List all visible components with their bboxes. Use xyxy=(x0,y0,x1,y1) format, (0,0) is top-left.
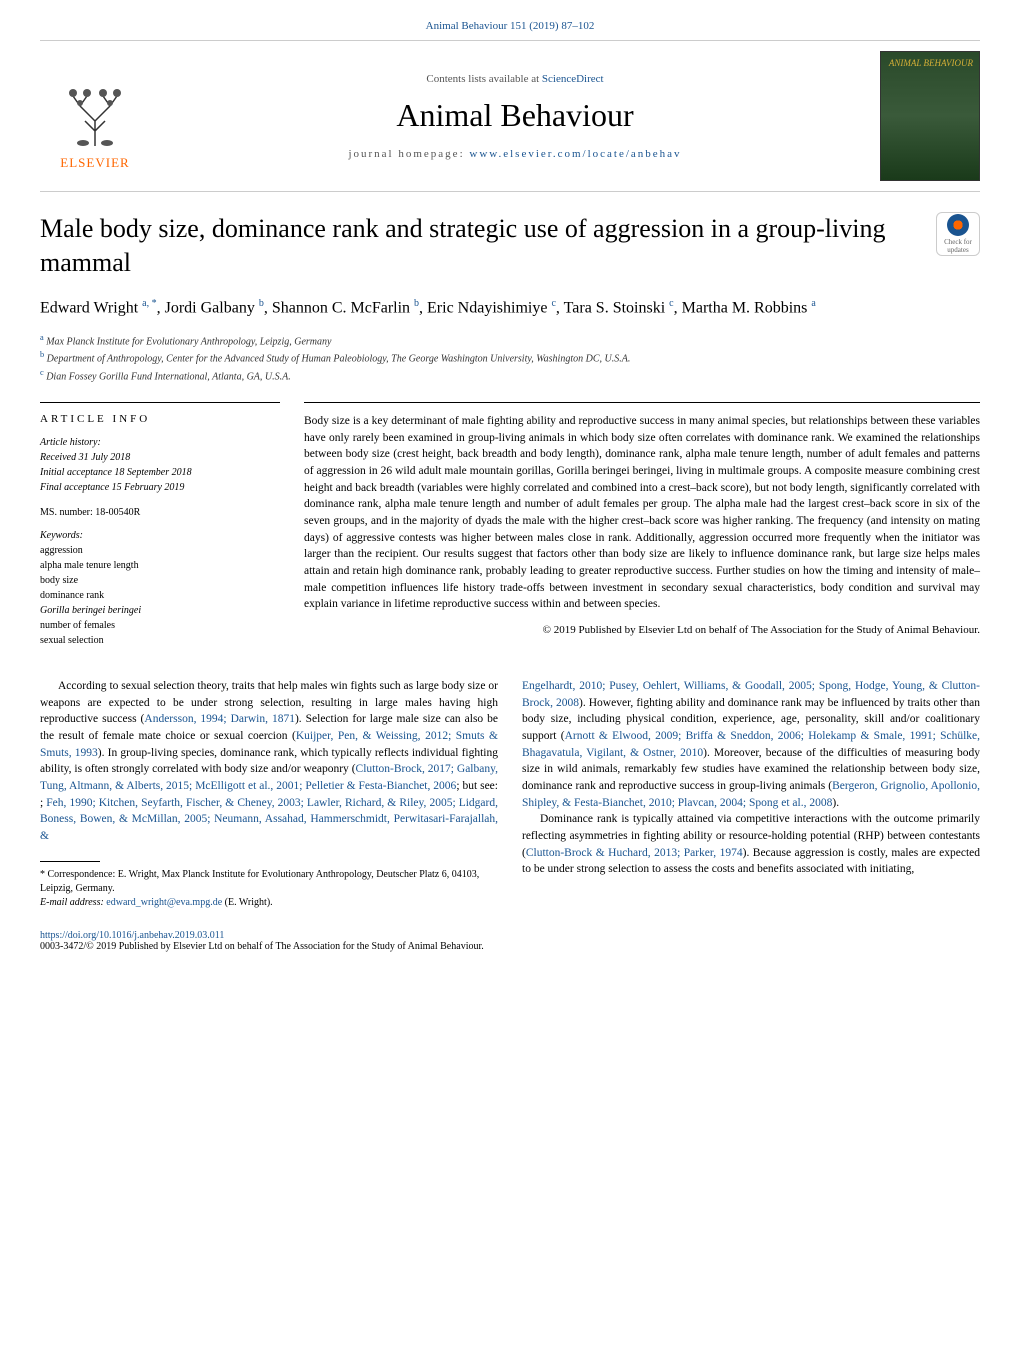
ms-number: MS. number: 18-00540R xyxy=(40,507,280,518)
body-text: According to sexual selection theory, tr… xyxy=(40,678,980,910)
contents-available-line: Contents lists available at ScienceDirec… xyxy=(150,73,880,85)
article-title: Male body size, dominance rank and strat… xyxy=(40,212,980,280)
final-acceptance-date: Final acceptance 15 February 2019 xyxy=(40,480,280,495)
doi-link[interactable]: https://doi.org/10.1016/j.anbehav.2019.0… xyxy=(40,930,224,941)
keyword-item: sexual selection xyxy=(40,633,280,648)
article-history: Article history: Received 31 July 2018 I… xyxy=(40,435,280,495)
email-link[interactable]: edward_wright@eva.mpg.de xyxy=(106,897,222,908)
keyword-item: Gorilla beringei beringei xyxy=(40,603,280,618)
history-label: Article history: xyxy=(40,435,280,450)
article-info-heading: ARTICLE INFO xyxy=(40,413,280,425)
elsevier-tree-icon xyxy=(55,81,135,151)
keyword-item: alpha male tenure length xyxy=(40,558,280,573)
body-paragraph-2: Dominance rank is typically attained via… xyxy=(522,811,980,878)
right-column: Engelhardt, 2010; Pusey, Oehlert, Willia… xyxy=(522,678,980,910)
body-text-span: ). xyxy=(832,797,839,809)
citation-link[interactable]: Clutton-Brock & Huchard, 2013; Parker, 1… xyxy=(526,847,743,859)
banner-center: Contents lists available at ScienceDirec… xyxy=(150,73,880,160)
author-list: Edward Wright a, *, Jordi Galbany b, Sha… xyxy=(40,296,980,320)
page-footer: https://doi.org/10.1016/j.anbehav.2019.0… xyxy=(40,930,980,952)
citation-link[interactable]: Feh, 1990; Kitchen, Seyfarth, Fischer, &… xyxy=(40,797,498,842)
journal-reference[interactable]: Animal Behaviour 151 (2019) 87–102 xyxy=(40,20,980,32)
contents-prefix: Contents lists available at xyxy=(426,73,541,85)
journal-cover-thumbnail[interactable]: ANIMAL BEHAVIOUR xyxy=(880,51,980,181)
citation-link[interactable]: Andersson, 1994; Darwin, 1871 xyxy=(144,713,295,725)
check-updates-badge[interactable]: Check for updates xyxy=(936,212,980,256)
abstract-text: Body size is a key determinant of male f… xyxy=(304,415,980,610)
abstract-copyright: © 2019 Published by Elsevier Ltd on beha… xyxy=(304,623,980,639)
check-line2: updates xyxy=(947,246,968,254)
journal-banner: ELSEVIER Contents lists available at Sci… xyxy=(40,40,980,192)
correspondence-footnote: * Correspondence: E. Wright, Max Planck … xyxy=(40,868,498,910)
correspondence-text: * Correspondence: E. Wright, Max Planck … xyxy=(40,868,498,896)
journal-title: Animal Behaviour xyxy=(150,97,880,134)
body-paragraph-1-cont: Engelhardt, 2010; Pusey, Oehlert, Willia… xyxy=(522,678,980,811)
homepage-line: journal homepage: www.elsevier.com/locat… xyxy=(150,148,880,160)
homepage-link[interactable]: www.elsevier.com/locate/anbehav xyxy=(469,148,681,160)
crossmark-icon xyxy=(947,214,969,236)
affiliation-a: a Max Planck Institute for Evolutionary … xyxy=(40,332,980,349)
initial-acceptance-date: Initial acceptance 18 September 2018 xyxy=(40,465,280,480)
affiliation-b: b Department of Anthropology, Center for… xyxy=(40,349,980,366)
keyword-item: body size xyxy=(40,573,280,588)
publisher-name: ELSEVIER xyxy=(60,155,129,171)
sciencedirect-link[interactable]: ScienceDirect xyxy=(542,73,604,85)
abstract: Body size is a key determinant of male f… xyxy=(304,402,980,648)
issn-copyright: 0003-3472/© 2019 Published by Elsevier L… xyxy=(40,941,980,952)
footnote-divider xyxy=(40,861,100,862)
body-paragraph-1: According to sexual selection theory, tr… xyxy=(40,678,498,845)
check-line1: Check for xyxy=(944,238,972,246)
email-suffix: (E. Wright). xyxy=(222,897,273,908)
keywords-label: Keywords: xyxy=(40,530,280,541)
article-info-sidebar: ARTICLE INFO Article history: Received 3… xyxy=(40,402,280,648)
keyword-item: dominance rank xyxy=(40,588,280,603)
publisher-logo[interactable]: ELSEVIER xyxy=(40,61,150,171)
affiliations: a Max Planck Institute for Evolutionary … xyxy=(40,332,980,384)
left-column: According to sexual selection theory, tr… xyxy=(40,678,498,910)
affiliation-c: c Dian Fossey Gorilla Fund International… xyxy=(40,367,980,384)
keyword-item: aggression xyxy=(40,543,280,558)
keyword-item: number of females xyxy=(40,618,280,633)
email-line: E-mail address: edward_wright@eva.mpg.de… xyxy=(40,896,498,910)
email-label: E-mail address: xyxy=(40,897,106,908)
cover-title-text: ANIMAL BEHAVIOUR xyxy=(889,58,973,68)
received-date: Received 31 July 2018 xyxy=(40,450,280,465)
homepage-prefix: journal homepage: xyxy=(348,148,469,160)
keywords-list: aggressionalpha male tenure lengthbody s… xyxy=(40,543,280,648)
